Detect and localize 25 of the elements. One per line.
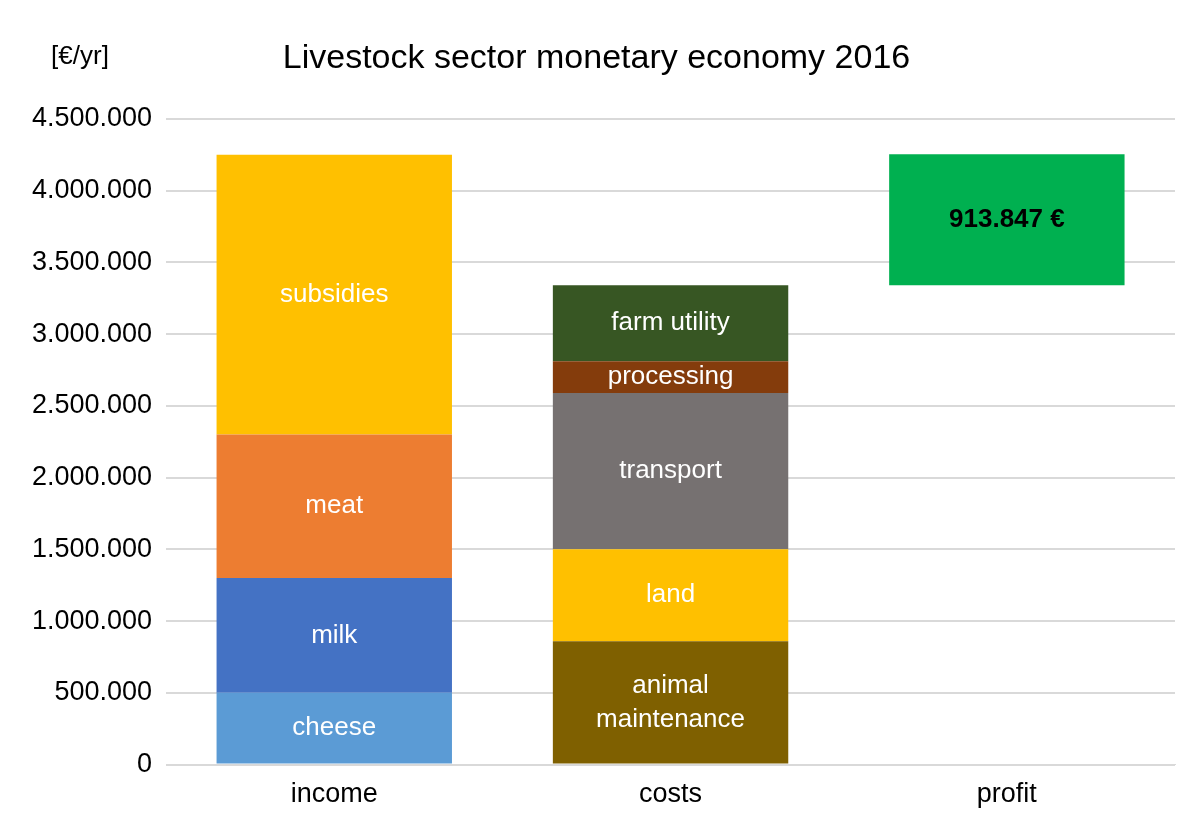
y-tick-label: 0 [137, 748, 153, 779]
y-tick-label: 4.500.000 [31, 102, 153, 133]
y-tick-label: 3.000.000 [31, 317, 153, 348]
x-tick-label: profit [976, 778, 1038, 809]
chart-title: Livestock sector monetary economy 2016 [282, 36, 911, 75]
series-label: transport [619, 454, 723, 485]
x-tick-label: costs [639, 778, 703, 809]
series-label: meat [305, 489, 364, 520]
y-tick-label: 4.000.000 [31, 174, 153, 205]
y-tick-label: 500.000 [54, 676, 153, 707]
y-tick-label: 1.500.000 [31, 532, 153, 563]
series-label: subsidies [280, 277, 389, 308]
series-label: milk [311, 618, 359, 649]
series-label: processing [607, 360, 734, 391]
series-label: animal maintenance [596, 668, 745, 733]
x-tick-label: income [290, 778, 378, 809]
data-label: 913.847 € [949, 202, 1065, 233]
series-label: land [645, 578, 696, 609]
y-tick-label: 2.500.000 [31, 389, 153, 420]
series-label: farm utility [611, 306, 730, 337]
y-tick-label: 3.500.000 [31, 245, 153, 276]
y-axis-title: [€/yr] [51, 40, 109, 71]
y-tick-label: 2.000.000 [31, 461, 153, 492]
y-tick-label: 1.000.000 [31, 604, 153, 635]
series-label: cheese [292, 711, 377, 742]
